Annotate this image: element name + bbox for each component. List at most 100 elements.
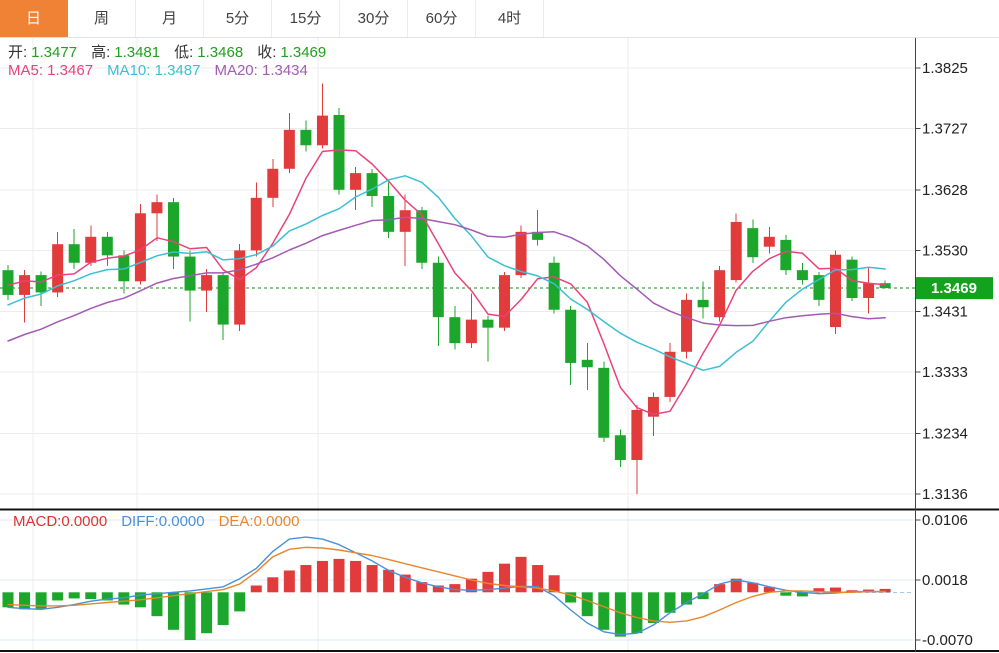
macd-axis-label: -0.0070	[922, 632, 973, 649]
macd-bar	[19, 592, 31, 610]
diff-value: DIFF:0.0000	[121, 513, 205, 530]
tabbar-filler	[544, 0, 999, 37]
candle-body	[631, 409, 643, 460]
macd-bar	[201, 592, 213, 634]
candle-body	[383, 195, 395, 232]
candle-body	[2, 270, 14, 295]
ma20-line	[7, 216, 886, 342]
candle-body	[879, 283, 891, 289]
macd-bar	[763, 586, 775, 593]
candle-body	[482, 319, 494, 328]
chart-canvas[interactable]: 1.3825 1.3727 1.3628 1.3530 1.3431 1.3333 1.32…	[0, 38, 999, 653]
tab-day[interactable]: 日	[0, 0, 68, 37]
ma-legend: MA5: 1.3467 MA10: 1.3487 MA20: 1.3434	[8, 62, 312, 79]
candle-body	[85, 236, 97, 263]
candle-body	[664, 351, 676, 397]
macd-bar	[416, 582, 428, 593]
ma10-line	[7, 175, 886, 372]
macd-bar	[399, 574, 411, 593]
macd-bar	[465, 578, 477, 593]
candle-body	[201, 275, 213, 291]
macd-bar	[85, 592, 97, 600]
candle-body	[68, 244, 80, 263]
macd-bar	[598, 592, 610, 630]
candle-body	[532, 231, 544, 240]
macd-bar	[383, 569, 395, 593]
macd-bar	[250, 585, 262, 593]
macd-bar	[184, 592, 196, 641]
timeframe-tabbar: 日 周 月 5分 15分 30分 60分 4时	[0, 0, 999, 38]
macd-axis-label: 0.0106	[922, 512, 968, 529]
tab-5min[interactable]: 5分	[204, 0, 272, 37]
candle-body	[515, 231, 527, 276]
high-value: 1.3481	[114, 44, 161, 61]
candle-body	[813, 275, 825, 300]
macd-bar	[333, 558, 345, 593]
macd-bar	[217, 592, 229, 626]
tab-week[interactable]: 周	[68, 0, 136, 37]
macd-bar	[515, 556, 527, 593]
candle-body	[101, 236, 113, 256]
candle-body	[830, 254, 841, 328]
tab-30min[interactable]: 30分	[340, 0, 408, 37]
price-axis-label: 1.3530	[922, 242, 968, 259]
macd-bar	[300, 565, 312, 593]
candle-body	[681, 299, 693, 352]
macd-bar	[813, 588, 825, 593]
low-value: 1.3468	[197, 44, 244, 61]
tab-60min[interactable]: 60分	[408, 0, 476, 37]
candle-body	[52, 244, 64, 293]
candle-body	[350, 173, 362, 190]
macd-bar	[52, 592, 64, 601]
macd-bar	[532, 565, 544, 593]
tab-15min[interactable]: 15分	[272, 0, 340, 37]
diff-line	[7, 536, 886, 636]
macd-bar	[151, 592, 163, 617]
candle-body	[780, 239, 792, 271]
candle-body	[151, 202, 163, 214]
macd-bar	[283, 570, 295, 593]
candle-body	[796, 270, 808, 281]
price-axis-label: 1.3136	[922, 486, 968, 503]
dea-value: DEA:0.0000	[218, 513, 300, 530]
macd-bar	[482, 571, 494, 593]
macd-bar	[316, 560, 328, 593]
candle-body	[548, 262, 560, 310]
macd-bar	[730, 578, 742, 593]
macd-bar	[234, 592, 246, 612]
price-axis-label: 1.3628	[922, 182, 968, 199]
candle-body	[846, 259, 858, 299]
candle-body	[598, 367, 610, 438]
close-value: 1.3469	[280, 44, 327, 61]
ma10-legend: MA10: 1.3487	[107, 62, 201, 79]
candle-body	[581, 359, 593, 368]
candle-body	[465, 319, 477, 344]
macd-bar	[631, 592, 643, 634]
candle-body	[763, 236, 775, 247]
macd-bar	[499, 563, 510, 593]
dea-line	[7, 546, 886, 623]
candle-body	[250, 197, 262, 251]
ma5-legend: MA5: 1.3467	[8, 62, 94, 79]
macd-bar	[879, 588, 891, 593]
price-axis-label: 1.3333	[922, 364, 968, 381]
macd-bar	[780, 592, 792, 596]
close-label: 收:	[257, 44, 277, 61]
macd-bar	[548, 575, 560, 593]
candle-body	[333, 114, 345, 190]
low-label: 低:	[174, 44, 194, 61]
macd-bar	[432, 585, 444, 593]
macd-bar	[830, 587, 841, 593]
open-value: 1.3477	[31, 44, 78, 61]
candle-body	[697, 299, 709, 308]
macd-bar	[366, 565, 378, 593]
price-axis-label: 1.3825	[922, 60, 968, 77]
candle-body	[184, 256, 196, 291]
price-axis-label: 1.3727	[922, 121, 968, 138]
tab-4hour[interactable]: 4时	[476, 0, 544, 37]
tab-month[interactable]: 月	[136, 0, 204, 37]
candle-body	[300, 129, 312, 146]
candle-body	[168, 202, 179, 257]
candle-body	[499, 275, 510, 328]
current-price-badge-text: 1.3469	[931, 280, 977, 297]
